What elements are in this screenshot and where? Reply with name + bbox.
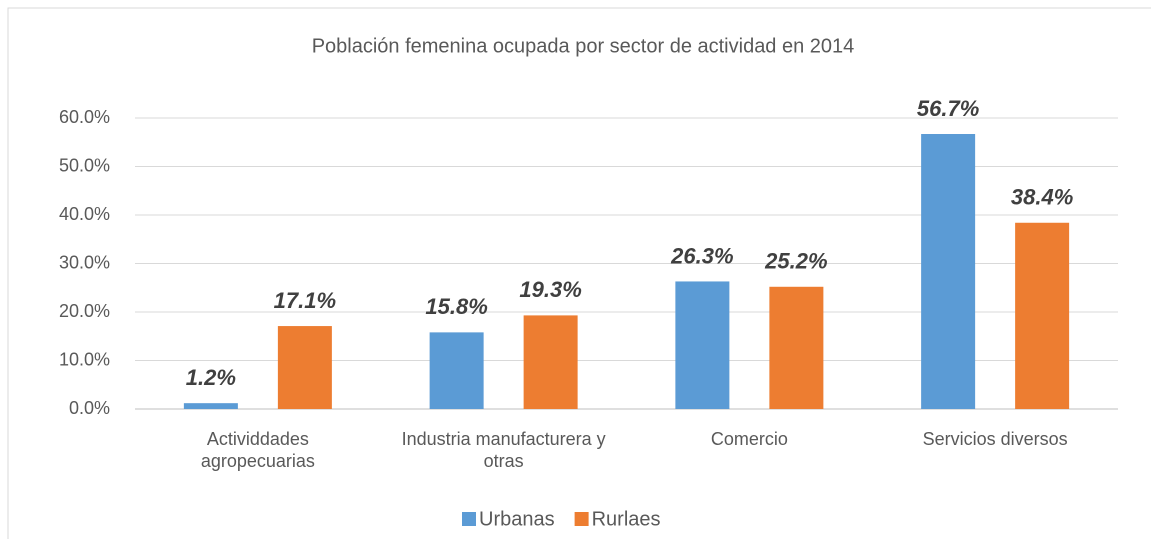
data-label: 38.4% xyxy=(1011,185,1073,210)
data-label: 17.1% xyxy=(274,288,336,313)
legend-swatch xyxy=(462,512,476,526)
x-tick-label: Industria manufacturera y otras xyxy=(401,429,606,471)
chart-border xyxy=(7,7,1151,539)
x-tick-label: Actividdades agropecuarias xyxy=(200,429,315,471)
y-tick-label: 60.0% xyxy=(59,107,110,127)
data-label: 19.3% xyxy=(519,277,581,302)
y-tick-label: 20.0% xyxy=(59,301,110,321)
bar xyxy=(675,281,730,409)
data-label: 56.7% xyxy=(917,96,979,121)
legend-swatch xyxy=(574,512,589,526)
bar xyxy=(523,315,578,409)
data-label: 15.8% xyxy=(425,294,487,319)
legend-label: Urbanas xyxy=(479,508,555,530)
x-tick-label: Servicios diversos xyxy=(922,429,1068,449)
data-label: 25.2% xyxy=(764,249,827,274)
bar xyxy=(277,326,332,409)
bar xyxy=(921,134,976,409)
bar xyxy=(1015,222,1070,409)
y-tick-label: 30.0% xyxy=(59,252,110,272)
data-label: 1.2% xyxy=(186,365,236,390)
legend-label: Rurlaes xyxy=(592,508,661,530)
bar xyxy=(769,286,824,409)
bar xyxy=(429,332,484,409)
y-tick-label: 0.0% xyxy=(69,398,110,418)
y-tick-label: 10.0% xyxy=(59,349,110,369)
x-tick-label: Comercio xyxy=(710,429,788,449)
y-tick-label: 40.0% xyxy=(59,204,110,224)
data-label: 26.3% xyxy=(670,243,733,268)
chart-title: Población femenina ocupada por sector de… xyxy=(312,35,855,57)
bar xyxy=(183,403,238,409)
y-tick-label: 50.0% xyxy=(59,155,110,175)
